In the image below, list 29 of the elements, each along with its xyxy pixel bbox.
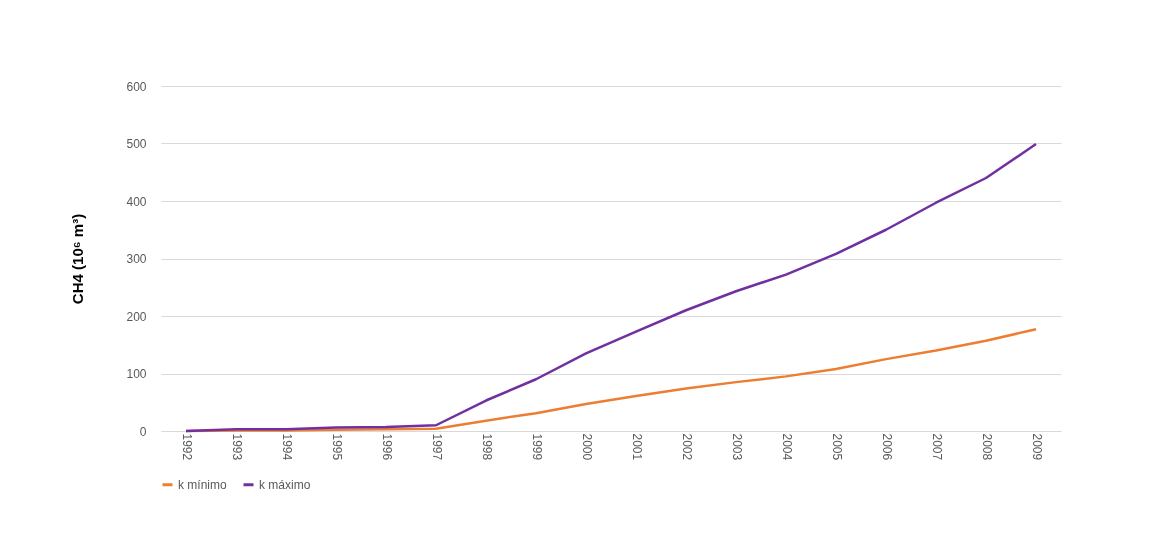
y-tick-label: 500	[126, 137, 147, 151]
y-axis-title: CH4 (10⁶ m³)	[69, 213, 87, 305]
y-tick-label: 100	[126, 367, 147, 381]
legend-label: k máximo	[259, 477, 311, 492]
y-tick-label: 300	[126, 252, 147, 266]
y-tick-label: 600	[126, 79, 147, 94]
x-tick-label: 1999	[529, 433, 544, 461]
x-tick-label: 1996	[379, 433, 394, 461]
x-tick-label: 1995	[329, 433, 344, 461]
x-tick-label: 2002	[679, 433, 694, 461]
x-tick-label: 2009	[1029, 433, 1044, 461]
x-tick-label: 2003	[729, 433, 744, 461]
y-tick-label: 200	[126, 309, 147, 324]
x-tick-label: 2008	[979, 433, 994, 461]
x-tick-label: 2005	[829, 433, 844, 461]
x-tick-label: 2007	[929, 433, 944, 461]
x-tick-label: 2001	[629, 433, 644, 461]
x-tick-label: 2004	[779, 433, 794, 461]
line-series	[184, 142, 1038, 433]
x-tick-label: 2006	[879, 433, 894, 461]
x-tick-label: 1992	[179, 433, 194, 461]
x-tick-label: 1994	[279, 433, 294, 461]
x-tick-label: 1997	[429, 433, 444, 461]
x-tick-label: 2000	[579, 433, 594, 461]
legend-label: k mínimo	[178, 477, 227, 492]
y-tick-label: 0	[139, 424, 147, 439]
x-tick-label: 1993	[229, 433, 244, 461]
x-tick-label: 1998	[479, 433, 494, 461]
y-tick-label: 400	[126, 194, 147, 209]
